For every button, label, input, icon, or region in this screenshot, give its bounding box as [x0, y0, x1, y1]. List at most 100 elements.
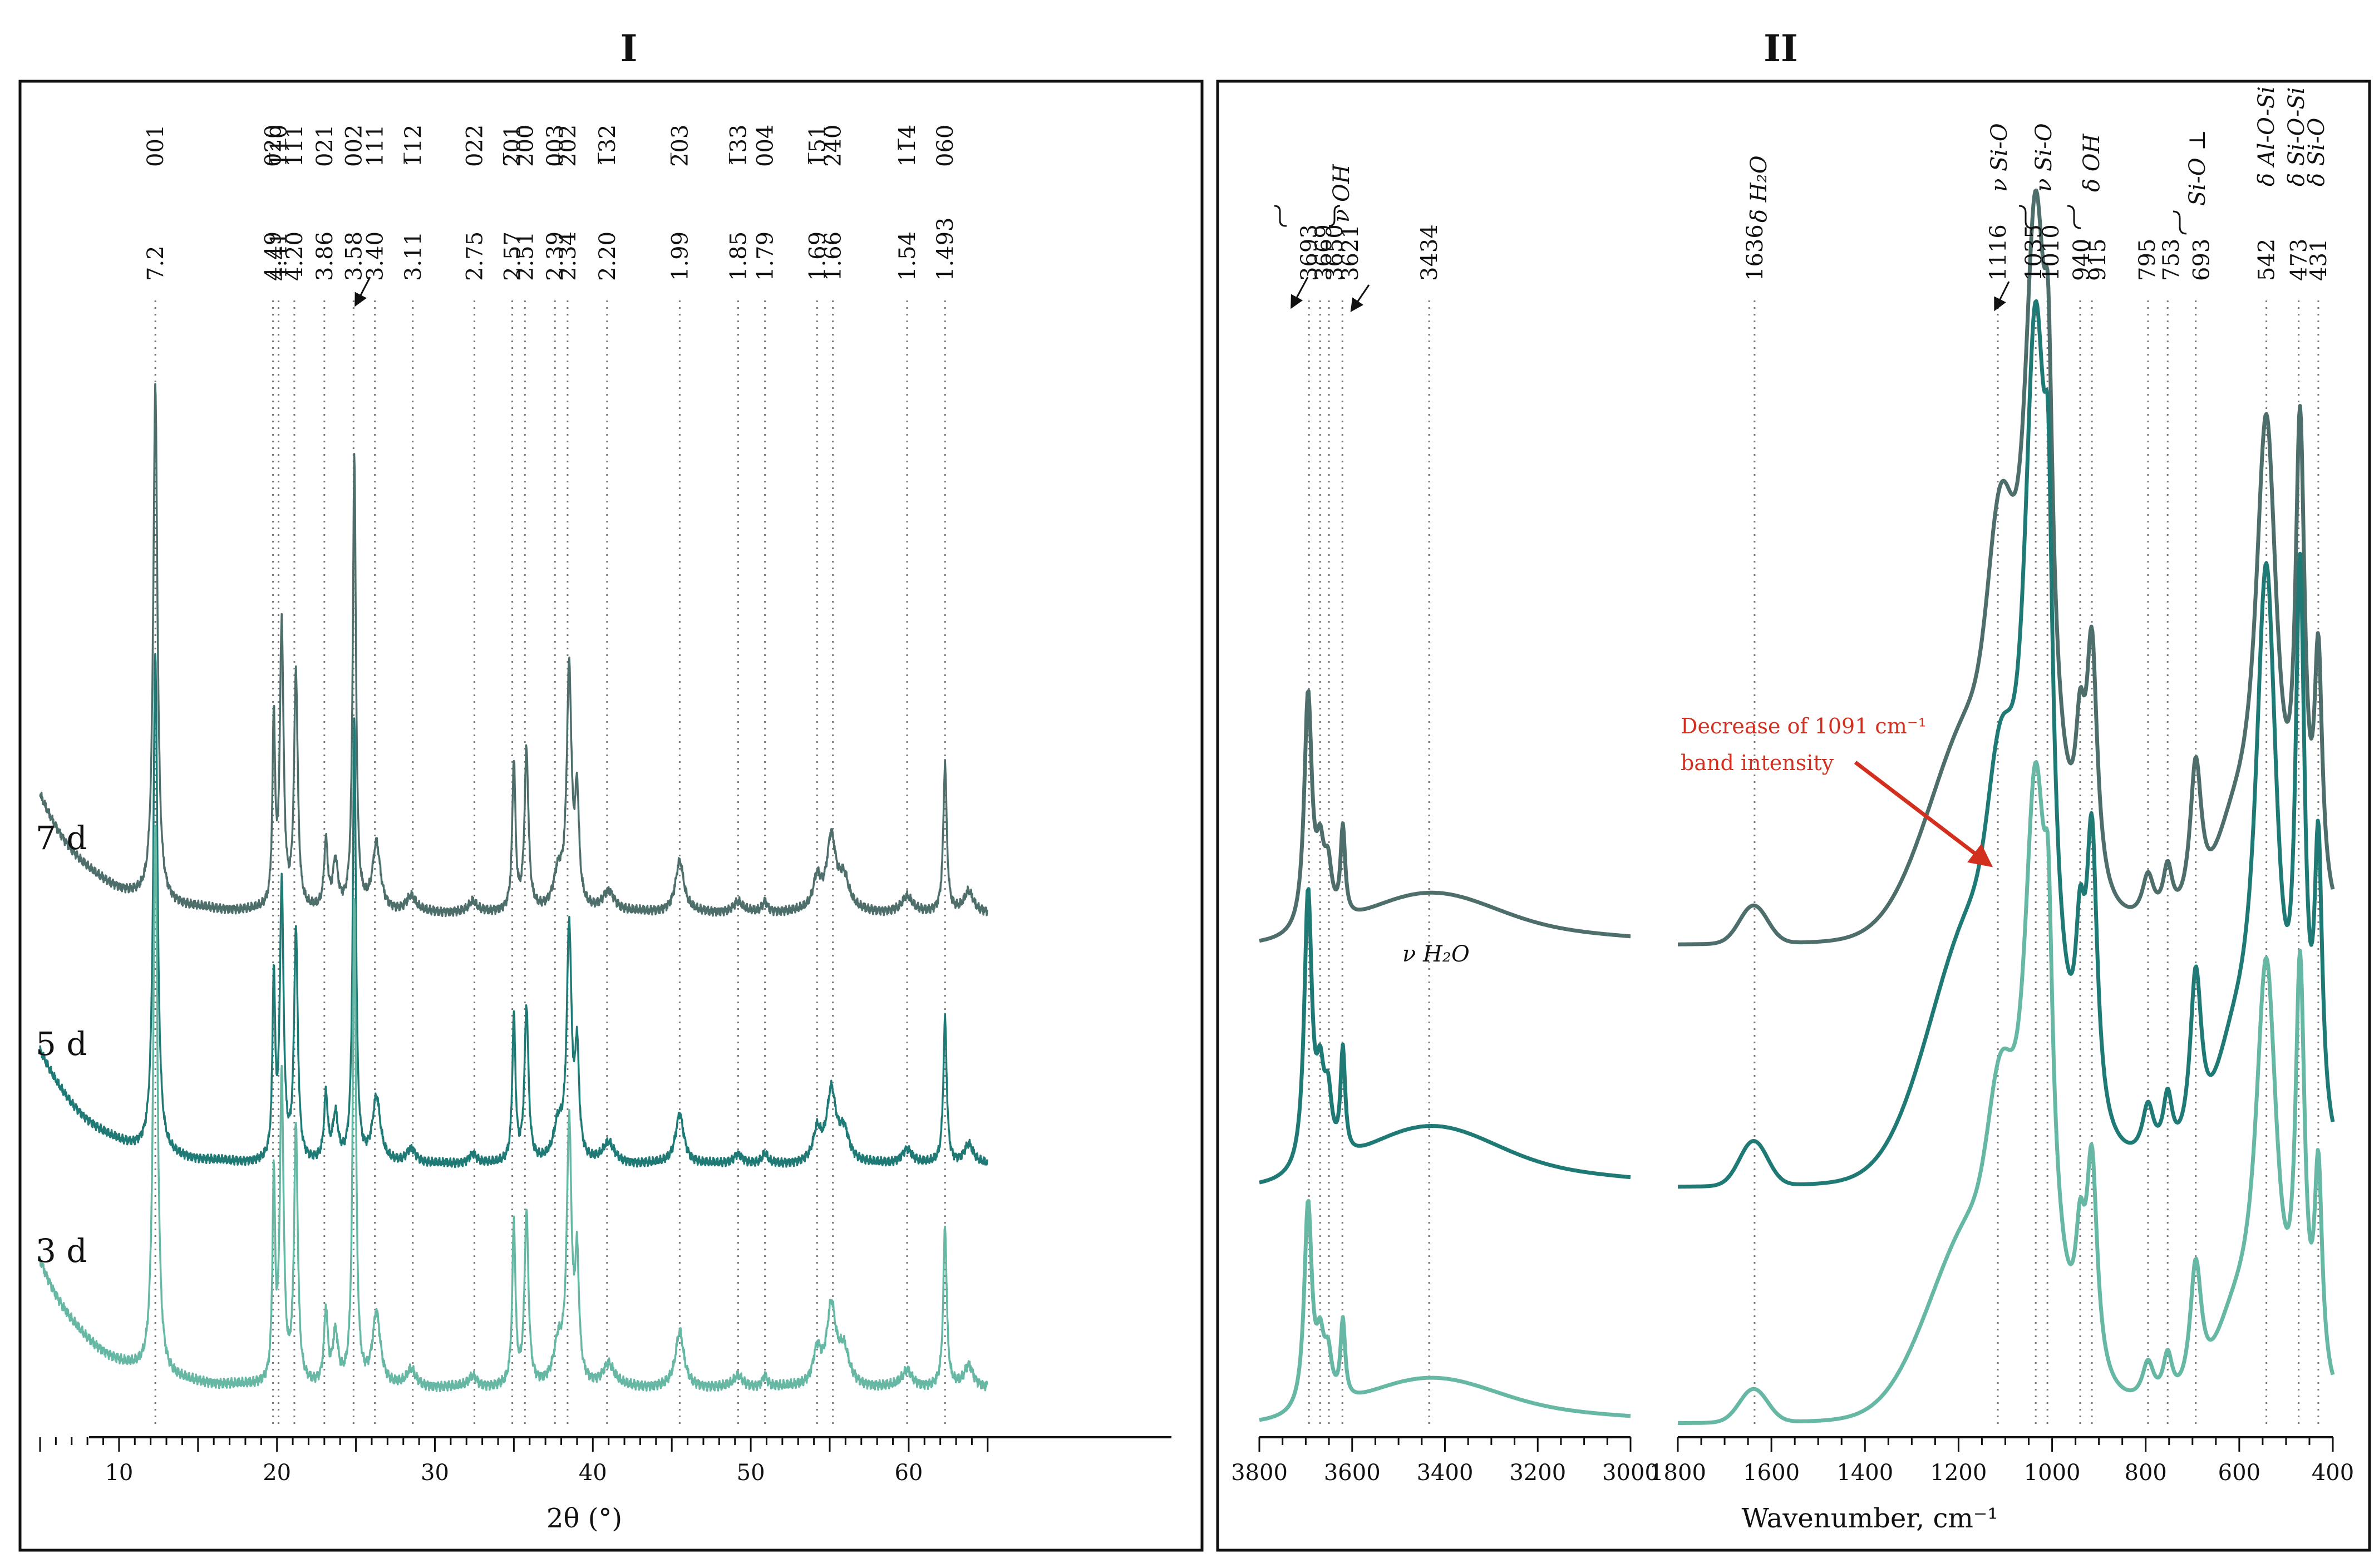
xrd-x-tick-label: 30 — [421, 1460, 449, 1486]
panel-title-left: I — [620, 27, 638, 70]
xrd-hkl-label: 1̅10 — [267, 125, 292, 167]
xrd-d-spacing-label: 1.54 — [895, 231, 920, 281]
xrd-d-spacing-label: 3.11 — [401, 231, 426, 281]
panel-frame-right — [1216, 80, 2371, 1552]
ir-band-label: 1035 — [2021, 224, 2047, 281]
ir-x-label: Wavenumber, cm⁻¹ — [1742, 1503, 1998, 1534]
ir-series-left-3d — [1258, 1199, 1632, 1422]
ir-bracket-doh — [2067, 205, 2081, 229]
xrd-d-spacing-label: 2.39 — [543, 231, 568, 281]
xrd-x-tick-label: 10 — [105, 1460, 133, 1486]
ir-assign-dsio: δ Si-O — [2304, 118, 2329, 186]
sample-label-5d: 5 d — [36, 1025, 87, 1063]
ir-x-tick-label: 3200 — [1509, 1460, 1566, 1486]
ir-band-label: 1116 — [1986, 224, 2011, 281]
xrd-curves — [39, 383, 988, 1392]
annotation-line-1: Decrease of 1091 cm⁻¹ — [1681, 714, 1927, 738]
xrd-d-spacing-label: 1.69 — [805, 231, 830, 281]
ir-bracket-vsio — [2018, 205, 2033, 229]
xrd-hkl-label: 200 — [513, 125, 538, 167]
ir-x-tick-label: 600 — [2218, 1460, 2260, 1486]
ir-pointer-3693 — [1291, 277, 1309, 309]
xrd-hkl-label: 060 — [933, 125, 958, 167]
ir-band-label: 915 — [2085, 239, 2111, 281]
ir-assign-vh2o: ν H₂O — [1402, 941, 1470, 967]
xrd-series-3d — [39, 825, 988, 1392]
xrd-hkl-label: 004 — [753, 125, 779, 167]
xrd-x-label: 2θ (°) — [546, 1503, 622, 1534]
xrd-series-7d — [39, 383, 988, 918]
xrd-hkl-label: 001 — [143, 125, 169, 167]
xrd-d-spacing-label: 3.86 — [312, 231, 338, 281]
xrd-ticks: 10 20 30 40 50 60 — [39, 1437, 989, 1486]
xrd-d-spacing-label: 2.57 — [500, 231, 526, 281]
xrd-d-spacing-label: 2.51 — [513, 231, 538, 281]
xrd-hkl-label: 240 — [821, 125, 846, 167]
ir-band-label: 431 — [2306, 239, 2332, 281]
xrd-hkl-label: 2̅01 — [500, 125, 526, 167]
ir-band-label: 473 — [2287, 239, 2312, 281]
xrd-d-spacing-label: 4.20 — [282, 231, 308, 281]
ir-series-right-3d — [1677, 760, 2335, 1425]
ir-band-label: 3669 — [1311, 224, 1337, 281]
ir-bracket-sio-perp — [2173, 210, 2187, 235]
xrd-hkl-label: 020 — [261, 125, 287, 167]
ir-series-left-5d — [1258, 887, 1632, 1185]
ir-assign-dalosi: δ Al-O-Si — [2254, 86, 2279, 186]
ir-assign-sio-perp: Si-O ⊥ — [2185, 130, 2210, 206]
xrd-x-tick-label: 20 — [263, 1460, 291, 1486]
ir-assign-dsiosi: δ Si-O-Si — [2284, 87, 2309, 186]
xrd-d-spacing-label: 3.58 — [341, 231, 367, 281]
xrd-hkl-label: 021 — [312, 125, 338, 167]
ir-x-tick-label: 1000 — [2024, 1460, 2081, 1486]
ir-band-label: 795 — [2135, 239, 2160, 281]
ir-series-left-7d — [1258, 689, 1632, 943]
xrd-hkl-label: 11̅1 — [282, 125, 308, 167]
annotation-arrow — [1854, 761, 1993, 867]
ir-x-tick-label: 800 — [2125, 1460, 2167, 1486]
xrd-d-spacing-label: 7.2 — [143, 245, 169, 281]
xrd-hkl-label: 1̅32 — [595, 125, 620, 167]
sample-label-3d: 3 d — [36, 1232, 87, 1270]
ir-x-tick-label: 3400 — [1417, 1460, 1474, 1486]
ir-pointer-1116 — [1994, 281, 2010, 312]
xrd-d-spacing-label: 1.85 — [726, 231, 751, 281]
xrd-d-spacing-label: 2.34 — [555, 231, 581, 281]
xrd-d-spacing-label: 3.40 — [363, 231, 388, 281]
xrd-hkl-label: 2̅02 — [555, 125, 581, 167]
ir-assign-vsio-1116: ν Si-O — [1987, 123, 2012, 192]
xrd-x-tick-label: 60 — [894, 1460, 923, 1486]
panel-frame-left — [18, 80, 1204, 1552]
panel-title-right: II — [1764, 27, 1798, 70]
ir-x-tick-label: 1200 — [1930, 1460, 1987, 1486]
ir-band-label: 3434 — [1417, 224, 1442, 281]
ir-band-label: 542 — [2254, 239, 2280, 281]
ir-assign-dh2o: δ H₂O — [1746, 155, 1772, 223]
ir-band-label: 753 — [2159, 239, 2184, 281]
xrd-x-tick-label: 50 — [737, 1460, 765, 1486]
xrd-hkl-label: 1̅12 — [401, 125, 426, 167]
ir-assign-vsio-1035: ν Si-O — [2031, 123, 2057, 192]
xrd-guides — [154, 300, 946, 1424]
xrd-hkl-label: 1̅33 — [726, 125, 751, 167]
ir-x-tick-label: 1800 — [1649, 1460, 1706, 1486]
ir-x-tick-label: 3600 — [1324, 1460, 1381, 1486]
ir-band-label: 940 — [2069, 239, 2095, 281]
xrd-hkl-label: 002 — [341, 125, 367, 167]
annotation-line-2: band intensity — [1681, 751, 1834, 775]
ir-assign-doh: δ OH — [2079, 133, 2105, 192]
ir-x-tick-label: 400 — [2312, 1460, 2354, 1486]
xrd-d-spacing-label: 1.99 — [667, 231, 693, 281]
xrd-label-pointer — [354, 277, 371, 307]
ir-band-label: 3693 — [1297, 224, 1322, 281]
ir-curves — [1258, 188, 2335, 1425]
xrd-d-spacing-label: 2.20 — [595, 231, 620, 281]
ir-band-label: 1636 — [1742, 224, 1768, 281]
sample-label-7d: 7 d — [36, 819, 87, 857]
xrd-hkl-label: 003 — [543, 125, 568, 167]
ir-bracket-voh-right — [1328, 205, 1341, 227]
xrd-series-5d — [39, 653, 988, 1168]
ir-series-right-7d — [1677, 188, 2335, 946]
